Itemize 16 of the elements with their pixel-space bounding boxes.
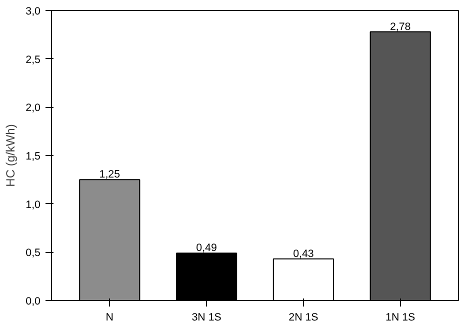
x-tick-label: 2N 1S bbox=[288, 312, 318, 324]
data-label: 0,43 bbox=[293, 248, 314, 260]
x-tick-label: 3N 1S bbox=[192, 312, 222, 324]
y-tick-label: 1,0 bbox=[26, 198, 41, 211]
x-tick-label: N bbox=[106, 312, 114, 324]
y-tick-label: 2,5 bbox=[26, 54, 41, 66]
data-label: 1,25 bbox=[99, 168, 120, 181]
y-tick-label: 0,0 bbox=[26, 296, 41, 308]
data-label: 0,49 bbox=[196, 242, 217, 254]
y-tick-label: 1,5 bbox=[26, 150, 41, 162]
x-tick-label: 1N 1S bbox=[386, 312, 416, 324]
y-tick-label: 3,0 bbox=[26, 6, 41, 18]
data-label: 2,78 bbox=[390, 20, 411, 33]
y-tick-label: 0,5 bbox=[26, 247, 41, 260]
y-tick-label: 2,0 bbox=[26, 102, 41, 114]
y-axis-title: HC (g/kWh) bbox=[4, 124, 18, 187]
